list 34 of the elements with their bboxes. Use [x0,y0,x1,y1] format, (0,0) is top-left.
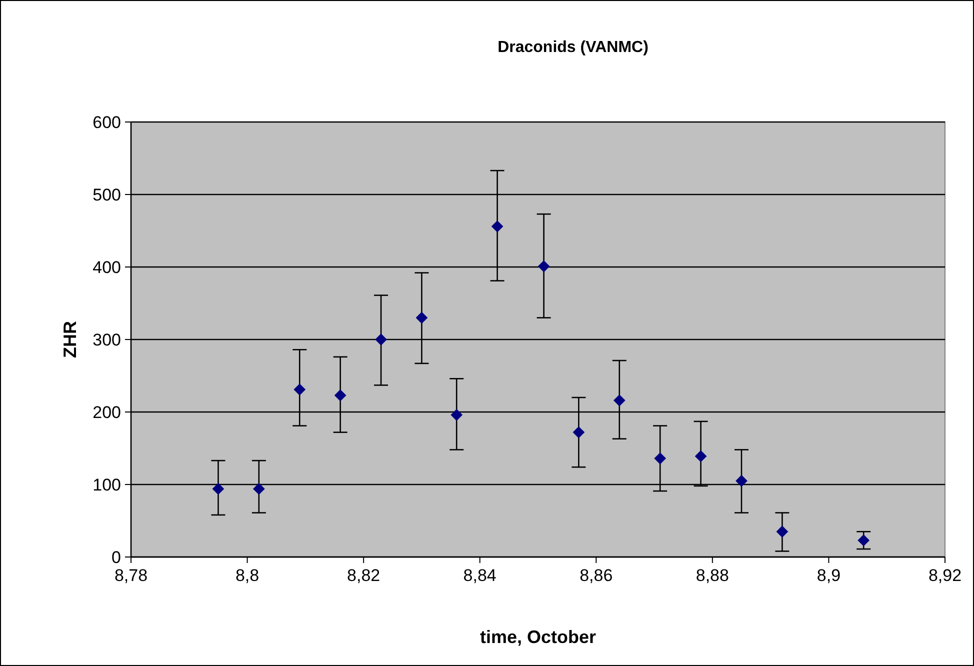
point [572,426,585,438]
point [450,408,463,421]
y-tick-label: 100 [92,475,121,494]
point [212,482,224,495]
point [252,482,265,495]
chart-title: Draconids (VANMC) [498,39,648,56]
y-axis-title: ZHR [60,321,80,358]
point [736,474,748,487]
y-tick-label: 0 [112,548,121,567]
point [613,394,626,406]
x-tick-label: 8,84 [463,566,496,585]
x-tick-label: 8,82 [347,566,380,585]
y-tick-label: 300 [92,330,121,350]
x-tick-label: 8,8 [235,566,260,585]
point [375,334,387,346]
point [491,220,504,232]
point [694,450,707,462]
y-tick-label: 200 [92,402,121,422]
x-tick-label: 8,92 [928,566,962,585]
point [776,526,788,538]
y-tick-label: 400 [92,258,121,277]
point [334,389,346,402]
point [858,534,870,546]
y-tick-label: 600 [92,112,121,132]
point [538,260,550,272]
x-tick-label: 8,78 [114,566,148,585]
x-tick-label: 8,86 [580,566,613,585]
point [416,312,428,324]
point [294,384,306,396]
x-tick-label: 8,9 [816,566,841,585]
point [654,452,666,464]
x-tick-label: 8,88 [696,566,729,585]
y-tick-label: 500 [92,185,121,204]
x-axis-title: time, October [480,627,596,647]
